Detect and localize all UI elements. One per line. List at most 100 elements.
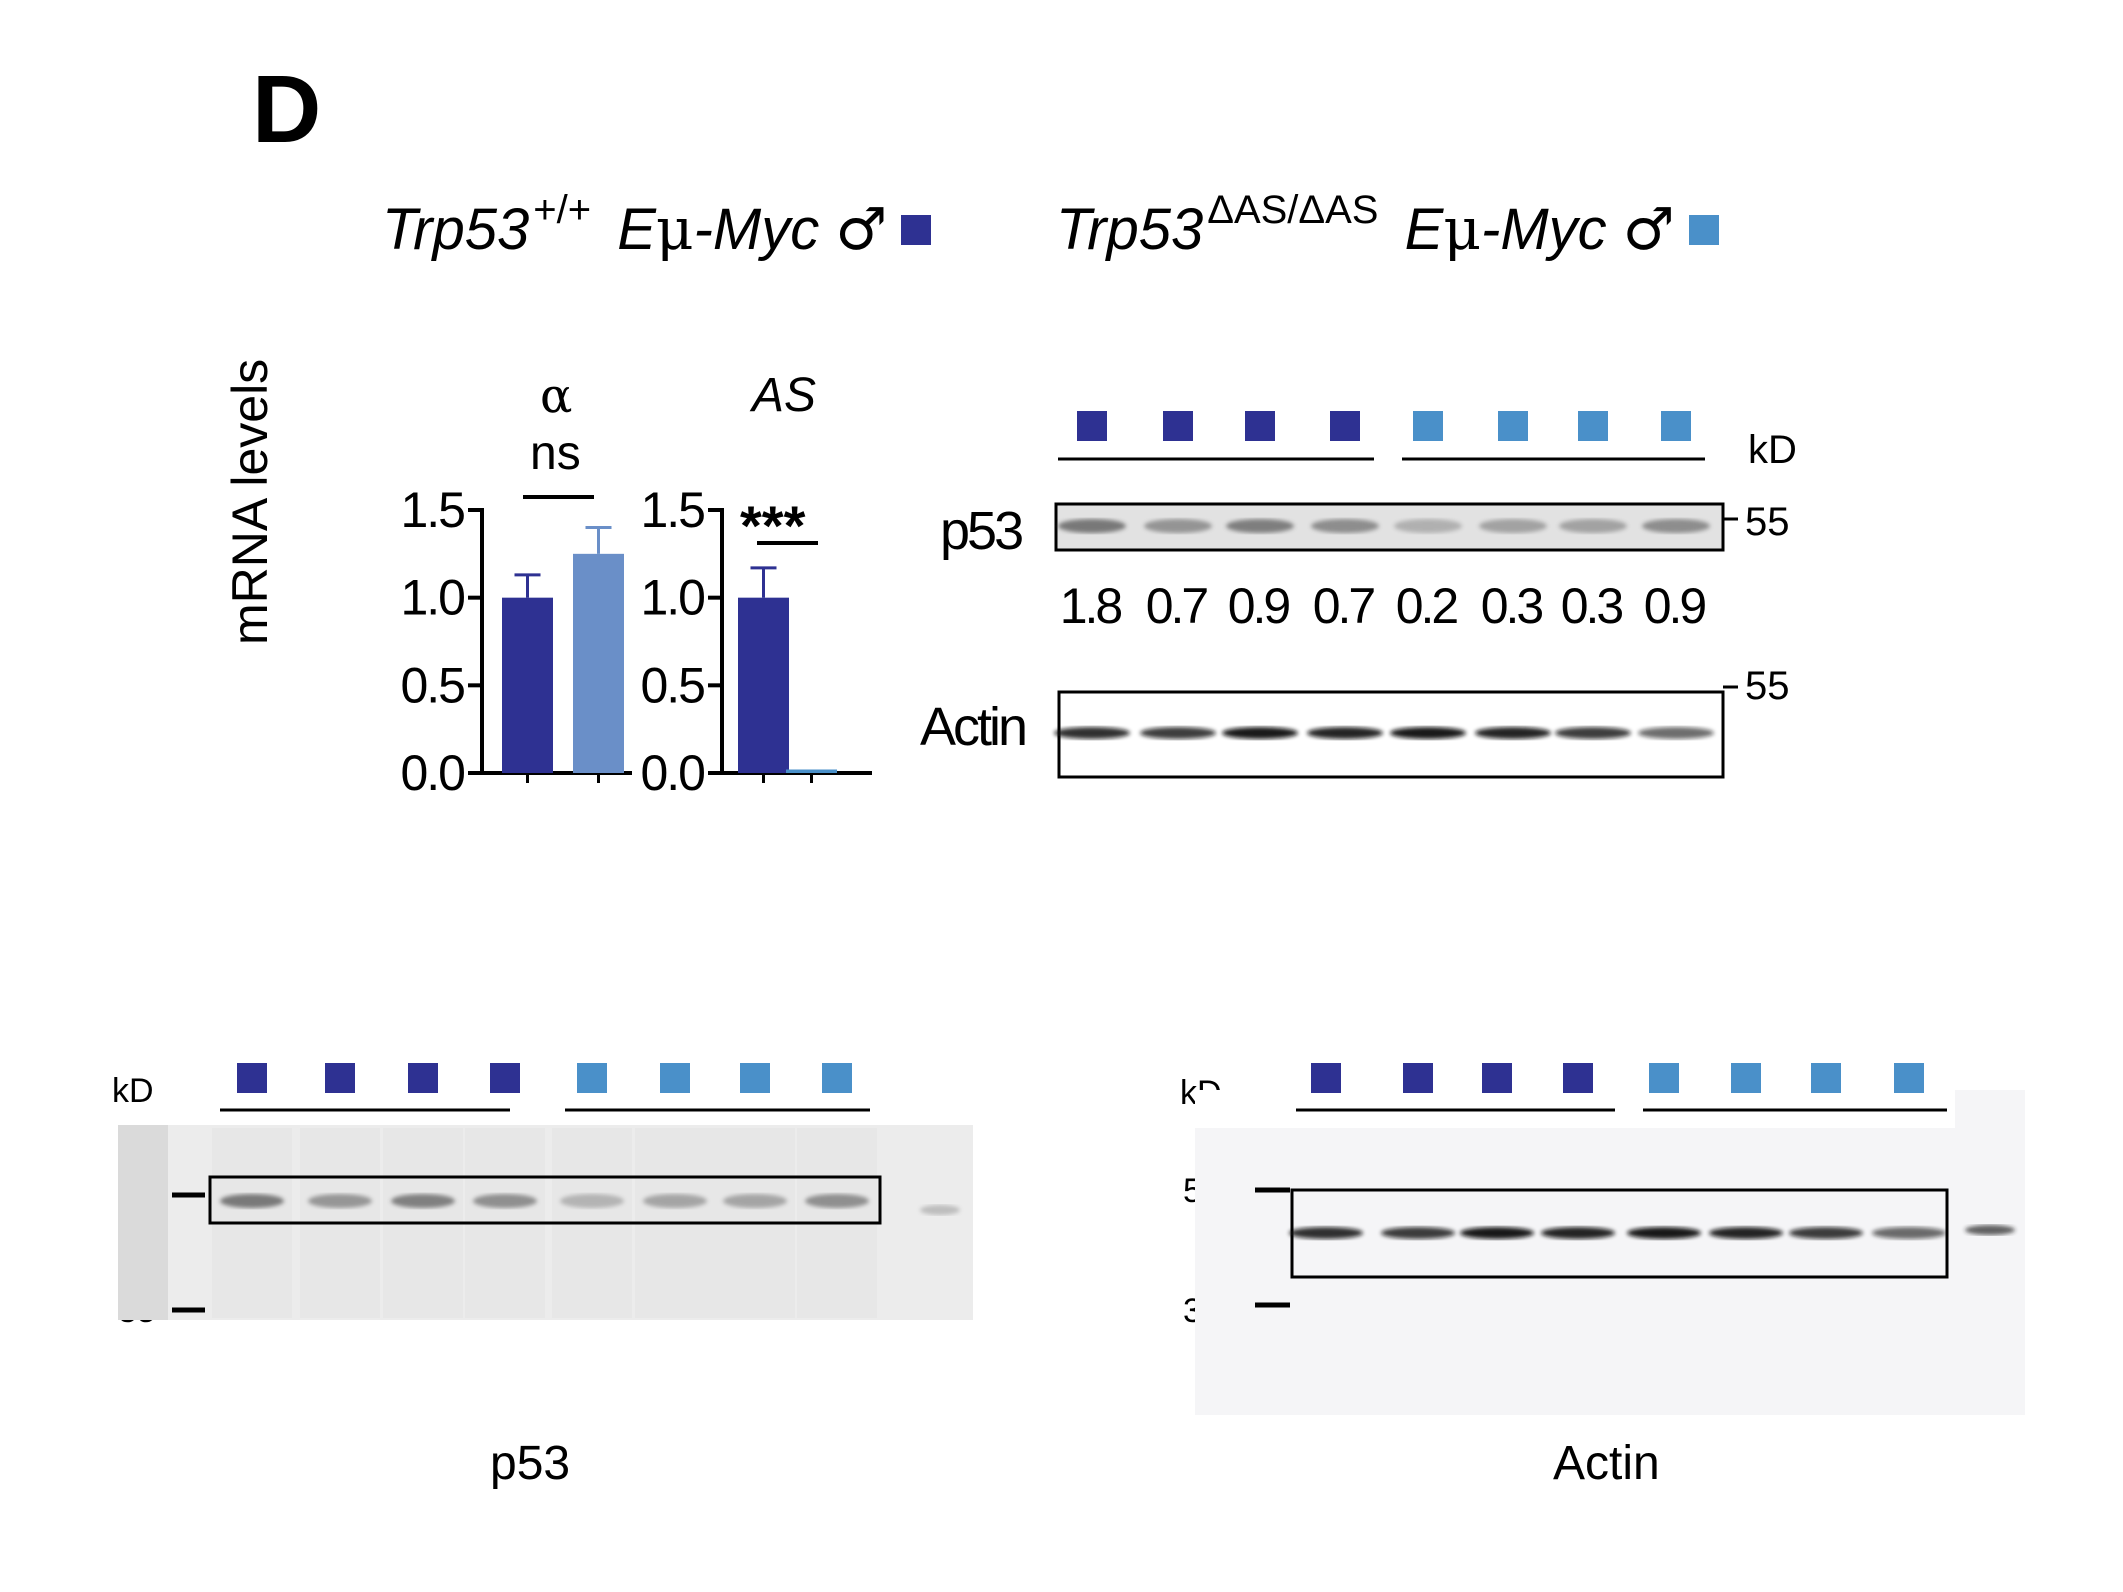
- full-p53-lane-marker: [490, 1063, 520, 1093]
- blot-actin-band: [1054, 727, 1130, 739]
- blot-p53-band: [1479, 519, 1547, 533]
- full-p53-lane-marker: [325, 1063, 355, 1093]
- chart-0-bar-1: [573, 553, 624, 773]
- blot-p53-band: [1642, 519, 1710, 533]
- legend-mut-gene: Trp53: [1056, 197, 1204, 262]
- legend-wt-male-icon: ♂: [835, 195, 888, 263]
- legend-wt-square: [901, 215, 932, 245]
- blot-actin-label: Actin: [920, 697, 1028, 757]
- blot-p53-band: [1226, 519, 1294, 533]
- full-p53-lane-marker: [822, 1063, 852, 1093]
- full-actin-band: [1541, 1227, 1615, 1239]
- full-actin-band: [1381, 1227, 1455, 1239]
- blot-p53-band: [1058, 519, 1126, 533]
- chart-as-title: AS: [752, 369, 817, 422]
- blot-lane-marker: [1330, 411, 1360, 441]
- legend-wt-myc: -Myc: [693, 197, 820, 262]
- full-p53-band: [308, 1194, 372, 1208]
- full-actin-lane-marker: [1894, 1063, 1924, 1093]
- blot-p53-ratio: 0.9: [1228, 578, 1290, 634]
- full-p53-band: [723, 1194, 787, 1208]
- legend-mut-e: E: [1404, 197, 1444, 262]
- legend-mut: Trp53 ΔAS/ΔAS Eμ-Myc ♂: [1056, 190, 1719, 259]
- full-actin-band: [1709, 1227, 1783, 1239]
- blot-kd-label: kD: [1748, 428, 1797, 472]
- blot-p53-ratio: 1.8: [1060, 578, 1122, 634]
- full-p53-lane-marker: [577, 1063, 607, 1093]
- full-p53-band: [560, 1194, 624, 1208]
- full-actin-band: [1289, 1227, 1363, 1239]
- blot-lane-marker: [1498, 411, 1528, 441]
- legend-wt-e: E: [617, 197, 656, 262]
- chart-0-ytick-label: 0.5: [400, 657, 464, 713]
- full-actin-lane-marker: [1731, 1063, 1761, 1093]
- legend-mut-male-icon: ♂: [1622, 195, 1675, 263]
- blot-p53-ratio: 0.7: [1313, 578, 1375, 634]
- legend-mut-mu: μ: [1443, 195, 1482, 263]
- blot-lane-marker: [1245, 411, 1275, 441]
- blot-p53-ratio: 0.3: [1481, 578, 1543, 634]
- full-actin-lane-marker: [1563, 1063, 1593, 1093]
- chart-0-ytick-label: 0.0: [400, 745, 464, 801]
- blot-p53-ratio: 0.7: [1146, 578, 1208, 634]
- blot-p53-ratio: 0.9: [1644, 578, 1706, 634]
- full-p53-band: [220, 1194, 284, 1208]
- full-p53-band: [805, 1194, 869, 1208]
- full-p53-kd-label: kD: [112, 1072, 154, 1110]
- full-p53-band: [643, 1194, 707, 1208]
- full-p53-band: [391, 1194, 455, 1208]
- legend-mut-genotype: ΔAS/ΔAS: [1207, 188, 1379, 232]
- blot-actin-band: [1555, 727, 1631, 739]
- full-p53-crop-box: [208, 1175, 882, 1225]
- blot-lane-marker: [1413, 411, 1443, 441]
- full-actin-lane-marker: [1649, 1063, 1679, 1093]
- blot-lane-marker: [1661, 411, 1691, 441]
- blot-p53-band: [1559, 519, 1627, 533]
- chart-alpha-significance: ns: [530, 427, 581, 480]
- full-p53-lane-marker: [408, 1063, 438, 1093]
- full-p53-lane-marker: [237, 1063, 267, 1093]
- full-actin-lane-marker: [1482, 1063, 1512, 1093]
- full-p53-lane-marker: [740, 1063, 770, 1093]
- blot-p53-marker-55: 55: [1745, 500, 1790, 544]
- chart-1-bar-1: [786, 769, 837, 773]
- blot-actin-band: [1307, 727, 1383, 739]
- full-p53-extra-band: [920, 1205, 960, 1215]
- chart-1-ytick-label: 1.5: [640, 482, 704, 538]
- chart-0-ytick-label: 1.0: [400, 570, 464, 626]
- blot-actin-band: [1638, 727, 1714, 739]
- full-p53-membrane-edge: [118, 1125, 168, 1320]
- blot-p53-band: [1144, 519, 1212, 533]
- legend-mut-myc: -Myc: [1481, 197, 1607, 262]
- legend-wt-gene: Trp53: [382, 197, 530, 262]
- full-actin-band: [1627, 1227, 1701, 1239]
- chart-1-bar-0: [738, 597, 789, 773]
- full-actin-extra-band: [1965, 1225, 2015, 1235]
- blot-p53-ratio: 0.3: [1561, 578, 1623, 634]
- blot-lane-marker: [1163, 411, 1193, 441]
- blot-p53-band: [1311, 519, 1379, 533]
- blot-actin-marker-55: 55: [1745, 664, 1790, 708]
- full-actin-lane-marker: [1811, 1063, 1841, 1093]
- chart-1-ytick-label: 0.0: [640, 745, 704, 801]
- full-p53-lane-marker: [660, 1063, 690, 1093]
- full-actin-band: [1872, 1227, 1946, 1239]
- full-p53-band: [473, 1194, 537, 1208]
- legend-wt-genotype: +/+: [533, 188, 592, 232]
- chart-0-ytick-label: 1.5: [400, 482, 464, 538]
- caption-p53: p53: [490, 1437, 571, 1490]
- full-actin-lane-marker: [1311, 1063, 1341, 1093]
- chart-0-bar-0: [502, 597, 553, 773]
- blot-actin-band: [1475, 727, 1551, 739]
- blot-p53-band: [1394, 519, 1462, 533]
- chart-1-ytick-label: 0.5: [640, 657, 704, 713]
- legend-wt-mu: μ: [655, 195, 694, 263]
- full-actin-band: [1789, 1227, 1863, 1239]
- blot-lane-marker: [1077, 411, 1107, 441]
- blot-actin-band: [1390, 727, 1466, 739]
- legend-wt: Trp53 +/+ Eμ-Myc ♂: [382, 188, 932, 262]
- blot-actin-band: [1222, 727, 1298, 739]
- chart-1-ytick-label: 1.0: [640, 570, 704, 626]
- blot-lane-marker: [1578, 411, 1608, 441]
